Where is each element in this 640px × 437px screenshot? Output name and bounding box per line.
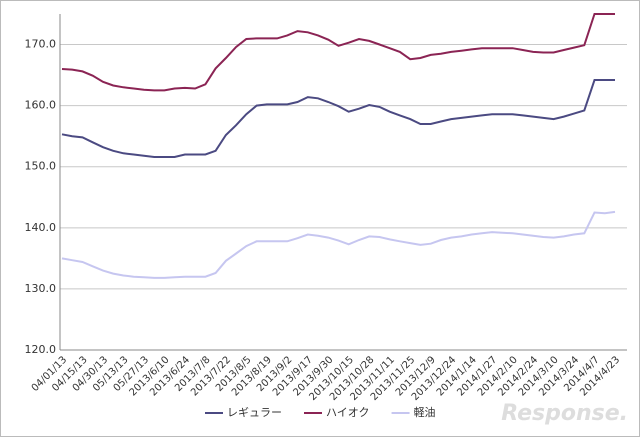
watermark: Response.	[501, 401, 628, 426]
legend-label: ハイオク	[326, 406, 370, 419]
series-line	[61, 79, 615, 158]
series-line	[61, 13, 615, 92]
legend-label: 軽油	[414, 405, 436, 419]
y-tick-label: 170.0	[25, 38, 57, 51]
y-tick-label: 150.0	[25, 160, 57, 173]
y-tick-label: 140.0	[25, 221, 57, 234]
legend-label: レギュラー	[227, 406, 282, 419]
series-line	[61, 210, 616, 279]
y-tick-label: 120.0	[25, 343, 57, 356]
y-tick-label: 160.0	[25, 99, 57, 112]
y-tick-label: 130.0	[25, 282, 57, 295]
